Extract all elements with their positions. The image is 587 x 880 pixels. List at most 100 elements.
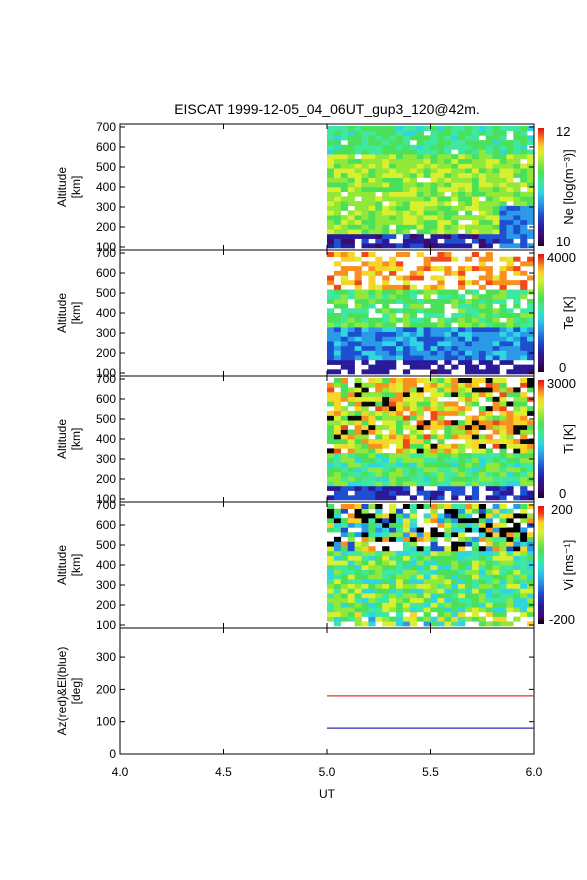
heatmap-cell (361, 611, 369, 617)
heatmap-cell (423, 149, 431, 155)
heatmap-cell (451, 168, 459, 174)
heatmap-cell (402, 341, 411, 347)
heatmap-cell (354, 495, 362, 501)
heatmap-cell (465, 443, 473, 449)
heatmap-cell (327, 229, 335, 235)
heatmap-cell (513, 471, 521, 477)
heatmap-cell (368, 424, 376, 430)
heatmap-cell (492, 462, 500, 468)
heatmap-cell (513, 205, 521, 211)
heatmap-cell (396, 177, 404, 183)
heatmap-cell (437, 317, 445, 323)
heatmap-cell (354, 462, 362, 468)
heatmap-cell (361, 196, 369, 202)
heatmap-cell (389, 420, 397, 426)
heatmap-cell (513, 541, 521, 547)
heatmap-cell (333, 210, 342, 216)
heatmap-cell (416, 327, 424, 333)
heatmap-cell (409, 298, 417, 304)
heatmap-vi (327, 504, 535, 627)
heatmap-cell (375, 369, 383, 375)
heatmap-cell (333, 182, 342, 188)
heatmap-cell (354, 327, 362, 333)
heatmap-cell (375, 345, 383, 351)
heatmap-cell (430, 607, 438, 613)
heatmap-cell (444, 149, 452, 155)
heatmap-cell (423, 154, 431, 160)
heatmap-cell (416, 317, 424, 323)
heatmap-cell (513, 555, 521, 561)
heatmap-cell (402, 224, 411, 230)
heatmap-cell (444, 611, 452, 617)
y-tick-label: 300 (96, 578, 116, 592)
heatmap-cell (409, 555, 417, 561)
heatmap-cell (430, 154, 438, 160)
heatmap-cell (471, 481, 480, 487)
heatmap-cell (375, 126, 383, 131)
heatmap-cell (327, 313, 335, 318)
heatmap-cell (458, 201, 466, 207)
heatmap-cell (506, 424, 514, 430)
heatmap-cell (423, 621, 431, 627)
heatmap-cell (444, 616, 452, 622)
heatmap-cell (492, 504, 500, 509)
heatmap-cell (423, 462, 431, 468)
heatmap-cell (430, 387, 438, 393)
heatmap-cell (520, 243, 528, 249)
heatmap-cell (485, 439, 493, 444)
heatmap-cell (402, 243, 411, 249)
heatmap-cell (389, 294, 397, 300)
heatmap-cell (382, 135, 390, 141)
heatmap-cell (444, 322, 452, 328)
heatmap-cell (340, 126, 348, 131)
heatmap-cell (437, 201, 445, 207)
heatmap-cell (340, 382, 348, 388)
heatmap-cell (423, 364, 431, 370)
heatmap-cell (333, 233, 342, 239)
heatmap-cell (485, 359, 493, 365)
heatmap-cell (520, 401, 528, 407)
heatmap-cell (402, 541, 411, 547)
heatmap-cell (458, 462, 466, 468)
heatmap-cell (416, 163, 424, 169)
heatmap-cell (465, 406, 473, 412)
heatmap-cell (368, 527, 376, 533)
heatmap-cell (430, 303, 438, 309)
heatmap-cell (471, 453, 480, 459)
heatmap-cell (333, 327, 342, 333)
heatmap-cell (458, 144, 466, 150)
heatmap-cell (458, 294, 466, 300)
heatmap-cell (361, 187, 369, 192)
heatmap-cell (361, 182, 369, 188)
heatmap-cell (451, 565, 459, 570)
heatmap-cell (430, 215, 438, 221)
heatmap-cell (437, 522, 445, 528)
heatmap-cell (465, 177, 473, 183)
heatmap-cell (382, 471, 390, 477)
heatmap-cell (368, 130, 376, 136)
heatmap-cell (471, 303, 480, 309)
heatmap-cell (333, 443, 342, 449)
heatmap-cell (416, 607, 424, 613)
heatmap-cell (437, 410, 445, 416)
heatmap-cell (478, 336, 486, 342)
heatmap-cell (402, 280, 411, 286)
heatmap-cell (361, 439, 369, 444)
heatmap-cell (375, 284, 383, 290)
heatmap-cell (520, 229, 528, 235)
heatmap-cell (458, 392, 466, 398)
heatmap-cell (416, 569, 424, 575)
heatmap-cell (375, 462, 383, 468)
heatmap-cell (354, 574, 362, 580)
heatmap-cell (492, 215, 500, 221)
heatmap-cell (437, 457, 445, 463)
heatmap-cell (478, 229, 486, 235)
heatmap-cell (389, 597, 397, 603)
heatmap-cell (389, 256, 397, 262)
heatmap-cell (527, 140, 535, 146)
heatmap-cell (368, 546, 376, 552)
heatmap-cell (354, 448, 362, 454)
heatmap-cell (340, 158, 348, 164)
heatmap-cell (492, 387, 500, 393)
heatmap-cell (368, 243, 376, 249)
